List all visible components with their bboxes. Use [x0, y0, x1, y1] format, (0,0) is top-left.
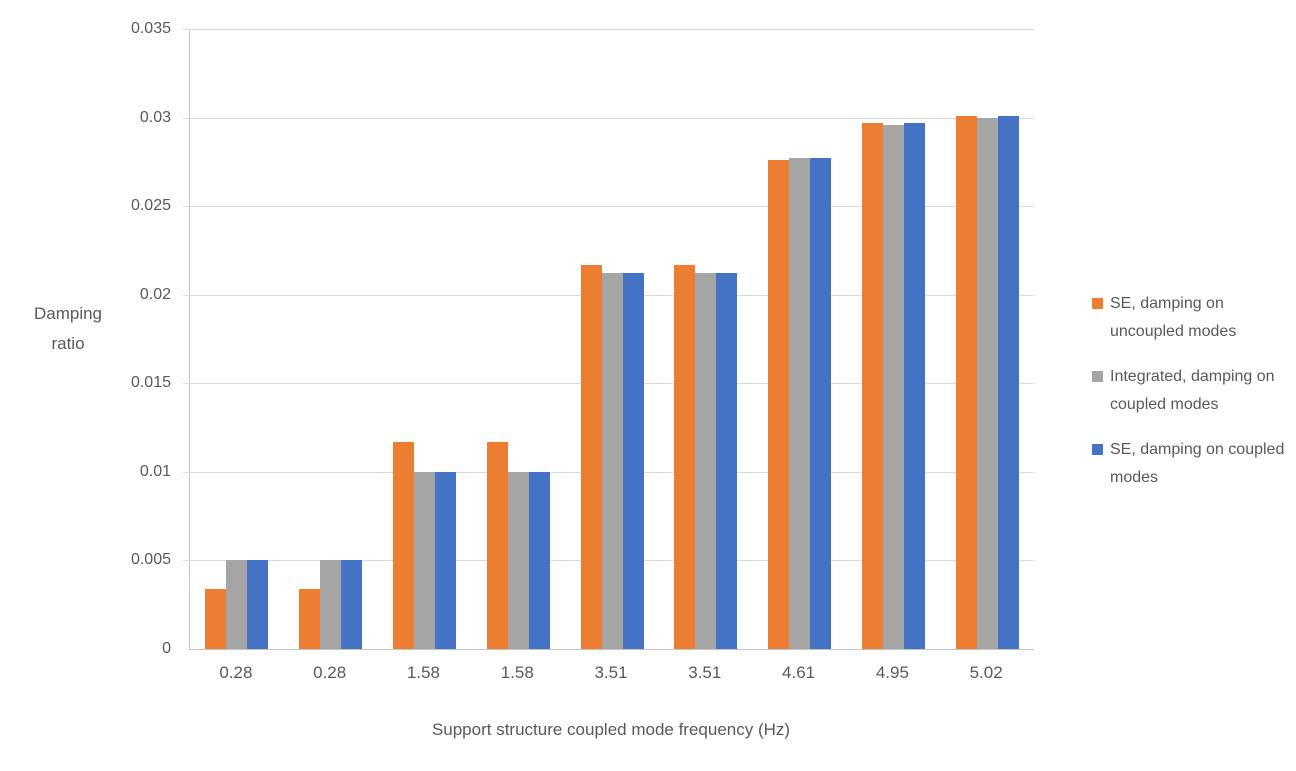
bar-group-0.28 [190, 29, 284, 649]
bar [768, 160, 790, 649]
y-tick-label: 0.03 [139, 108, 171, 126]
bar [601, 273, 623, 649]
bar [716, 273, 738, 649]
bar-group-4.95 [846, 29, 940, 649]
legend-label: SE, damping on coupled modes [1110, 441, 1285, 486]
x-axis-title: Support structure coupled mode frequency… [431, 720, 791, 739]
bar [247, 560, 269, 649]
legend-label: SE, damping on uncoupled modes [1110, 295, 1237, 340]
y-tick-label: 0 [162, 640, 171, 657]
y-tick-label: 0.01 [139, 462, 171, 480]
bar [903, 122, 925, 649]
gridline [183, 206, 1034, 208]
legend-item: SE, damping on coupled modes [1092, 436, 1294, 492]
bar [861, 122, 883, 649]
bar [341, 560, 363, 649]
legend-item: Integrated, damping on coupled modes [1092, 363, 1294, 419]
gridline [183, 29, 1034, 30]
y-tick-label: 0.02 [139, 285, 171, 303]
bar-group-1.58 [378, 29, 472, 649]
y-tick-label: 0.035 [130, 20, 171, 37]
bar [507, 471, 529, 649]
bar-group-3.51 [659, 29, 753, 649]
bar [226, 560, 248, 649]
x-tick-label: 3.51 [594, 663, 628, 682]
y-axis-title: Damping ratio [33, 304, 103, 353]
legend-marker-icon [1092, 444, 1103, 455]
gridline [183, 117, 1034, 119]
bar [810, 158, 832, 649]
x-axis-tick-labels: 0.28 0.28 1.58 1.58 3.51 3.51 4.61 4.95 5.02 [189, 663, 1033, 683]
plot-area: 0 0.005 0.01 0.015 0.02 0.025 0.03 0.035 [131, 21, 1034, 657]
bar-group-5.02 [940, 29, 1034, 649]
x-tick-label: 0.28 [313, 663, 347, 682]
x-tick-label: 3.51 [688, 663, 722, 682]
x-tick-label: 0.28 [219, 663, 253, 682]
x-tick-label: 4.95 [875, 663, 909, 682]
legend-item: SE, damping on uncoupled modes [1092, 290, 1294, 346]
bar-group-1.58 [471, 29, 565, 649]
legend: SE, damping on uncoupled modes Integrated… [1092, 290, 1294, 492]
x-tick-label: 5.02 [969, 663, 1003, 682]
bar [695, 273, 717, 649]
bar [528, 471, 550, 649]
bars-layer [190, 29, 1034, 649]
bar [674, 264, 696, 649]
x-tick-label: 4.61 [782, 663, 816, 682]
bar [997, 115, 1019, 649]
bar [580, 264, 602, 649]
bar [205, 588, 227, 649]
legend-label: Integrated, damping on coupled modes [1110, 368, 1275, 413]
bar [299, 588, 321, 649]
bar [622, 273, 644, 649]
bar [320, 560, 342, 649]
bar [486, 441, 508, 649]
x-tick-label: 1.58 [406, 663, 440, 682]
bar [434, 471, 456, 649]
bar [413, 471, 435, 649]
x-tick-label: 1.58 [500, 663, 534, 682]
legend-marker-icon [1092, 298, 1103, 309]
bar [882, 124, 904, 649]
bar-group-0.28 [284, 29, 378, 649]
bar [789, 158, 811, 649]
y-tick-label: 0.015 [130, 374, 171, 392]
y-tick-label: 0.005 [130, 551, 171, 569]
bar-group-4.61 [753, 29, 847, 649]
bar-group-3.51 [565, 29, 659, 649]
bar [392, 441, 414, 649]
legend-marker-icon [1092, 371, 1103, 382]
bar [976, 117, 998, 649]
y-tick-label: 0.025 [130, 197, 171, 215]
bar [955, 115, 977, 649]
